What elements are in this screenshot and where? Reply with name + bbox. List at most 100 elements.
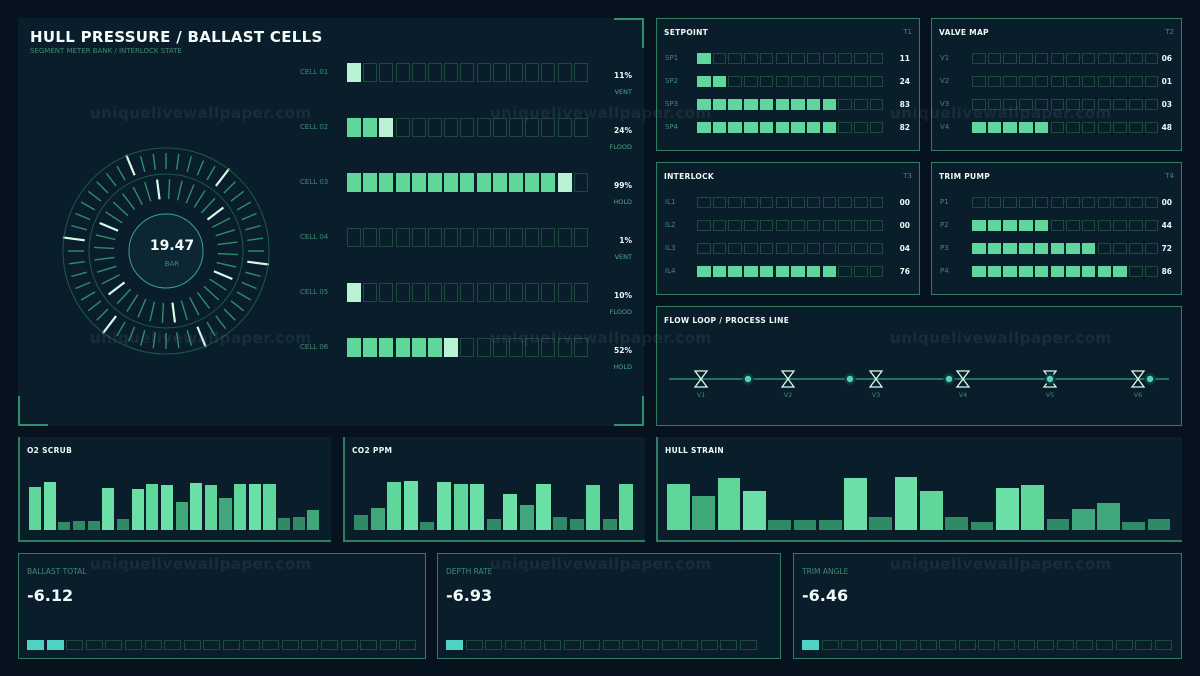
- row-segment: [1113, 76, 1127, 87]
- stat-panel-depth-rate: DEPTH RATE -6.93: [437, 553, 781, 659]
- cell-segment: [525, 228, 540, 247]
- cell-segment: [411, 173, 426, 192]
- row-segment: [712, 76, 727, 87]
- row-segment: [1081, 53, 1096, 64]
- panel-title: VALVE MAP: [939, 28, 989, 37]
- stat-segment: [524, 640, 542, 650]
- stat-segment: [105, 640, 123, 650]
- valve-label: V3: [871, 391, 881, 399]
- row-segment: [1097, 99, 1112, 110]
- bar: [204, 485, 217, 530]
- cell-segment: [509, 338, 523, 357]
- stat-segment: [602, 640, 620, 650]
- stat-segment: [642, 640, 659, 650]
- row-segment: [1097, 197, 1112, 208]
- stat-segment: [446, 640, 463, 650]
- row-segment: [806, 243, 821, 254]
- bar: [307, 510, 320, 530]
- flow-loop-title: FLOW LOOP / PROCESS LINE: [664, 316, 790, 325]
- bar: [920, 491, 943, 530]
- cell-segment: [541, 228, 556, 247]
- row-segment: [1144, 99, 1159, 110]
- cell-value: 10%: [614, 291, 632, 300]
- row-value: 00: [899, 198, 910, 207]
- cell-segment: [411, 118, 426, 137]
- row-value: 00: [1161, 198, 1172, 207]
- row-segment: [697, 99, 711, 110]
- flow-loop-panel: FLOW LOOP / PROCESS LINE V1 V2 V3 V4 V5 V6: [656, 306, 1182, 426]
- cell-value: 1%: [619, 236, 632, 245]
- row-segment: [775, 220, 789, 231]
- row-segment: [728, 122, 742, 133]
- row-segment: [1034, 53, 1049, 64]
- cell-segment: [347, 338, 361, 357]
- row-segment: [987, 99, 1002, 110]
- row-value: 72: [1161, 244, 1172, 253]
- row-segment: [1129, 266, 1143, 277]
- row-segment: [1034, 266, 1049, 277]
- row-segment: [1129, 197, 1143, 208]
- bar: [470, 484, 485, 530]
- stat-segment: [465, 640, 483, 650]
- cell-segment: [492, 228, 507, 247]
- row-segment: [854, 122, 868, 133]
- row-segment: [744, 99, 758, 110]
- cell-segment: [541, 63, 556, 82]
- row-segment: [728, 220, 742, 231]
- cell-segment: [557, 228, 572, 247]
- row-segment: [1019, 266, 1033, 277]
- row-segment: [806, 220, 821, 231]
- row-segment: [1097, 266, 1112, 277]
- panel-tag: T4: [1165, 172, 1174, 180]
- row-segment: [1050, 99, 1064, 110]
- row-segment: [759, 243, 774, 254]
- row-segment: [838, 53, 852, 64]
- pressure-gauge: [62, 147, 270, 355]
- row-segment: [1097, 243, 1112, 254]
- cell-segment: [444, 228, 459, 247]
- cell-segment: [379, 228, 394, 247]
- cell-segment: [573, 228, 588, 247]
- row-value: 24: [899, 77, 910, 86]
- row-segment: [791, 266, 805, 277]
- bar: [1097, 503, 1120, 530]
- row-segment: [987, 76, 1002, 87]
- cell-segment: [476, 118, 491, 137]
- bar-panel-co2-ppm: CO2 PPM: [343, 437, 645, 542]
- row-segment: [1050, 266, 1064, 277]
- row-segment: [712, 99, 727, 110]
- bar: [116, 519, 130, 530]
- row-segment: [854, 53, 868, 64]
- stat-segment: [1037, 640, 1055, 650]
- stat-segment: [66, 640, 84, 650]
- row-segment: [712, 122, 727, 133]
- valve-icon: [868, 370, 884, 388]
- bar: [263, 484, 276, 530]
- row-segment: [1034, 220, 1049, 231]
- cell-segment: [347, 63, 361, 82]
- row-segment: [806, 266, 821, 277]
- bar: [844, 478, 867, 530]
- cell-segment: [460, 228, 475, 247]
- row-segment: [838, 243, 852, 254]
- bar-panel-o2-scrub: O2 SCRUB: [18, 437, 331, 542]
- row-segment: [1050, 76, 1064, 87]
- row-segment: [1113, 122, 1127, 133]
- cell-segment: [509, 173, 523, 192]
- cell-segment: [492, 338, 507, 357]
- row-segment: [838, 197, 852, 208]
- cell-segment: [444, 283, 459, 302]
- panel-title: INTERLOCK: [664, 172, 714, 181]
- cell-segment: [460, 118, 475, 137]
- stat-segment: [1115, 640, 1133, 650]
- row-segment: [1081, 266, 1096, 277]
- row-segment: [972, 197, 986, 208]
- cell-label: CELL 04: [300, 233, 329, 241]
- corner-bottom-right: [614, 396, 644, 426]
- cell-segment: [379, 118, 394, 137]
- valve-icon: [780, 370, 796, 388]
- panel-tag: T1: [903, 28, 912, 36]
- row-segment: [806, 76, 821, 87]
- page-title: HULL PRESSURE / BALLAST CELLS: [30, 28, 323, 46]
- bar: [894, 477, 918, 530]
